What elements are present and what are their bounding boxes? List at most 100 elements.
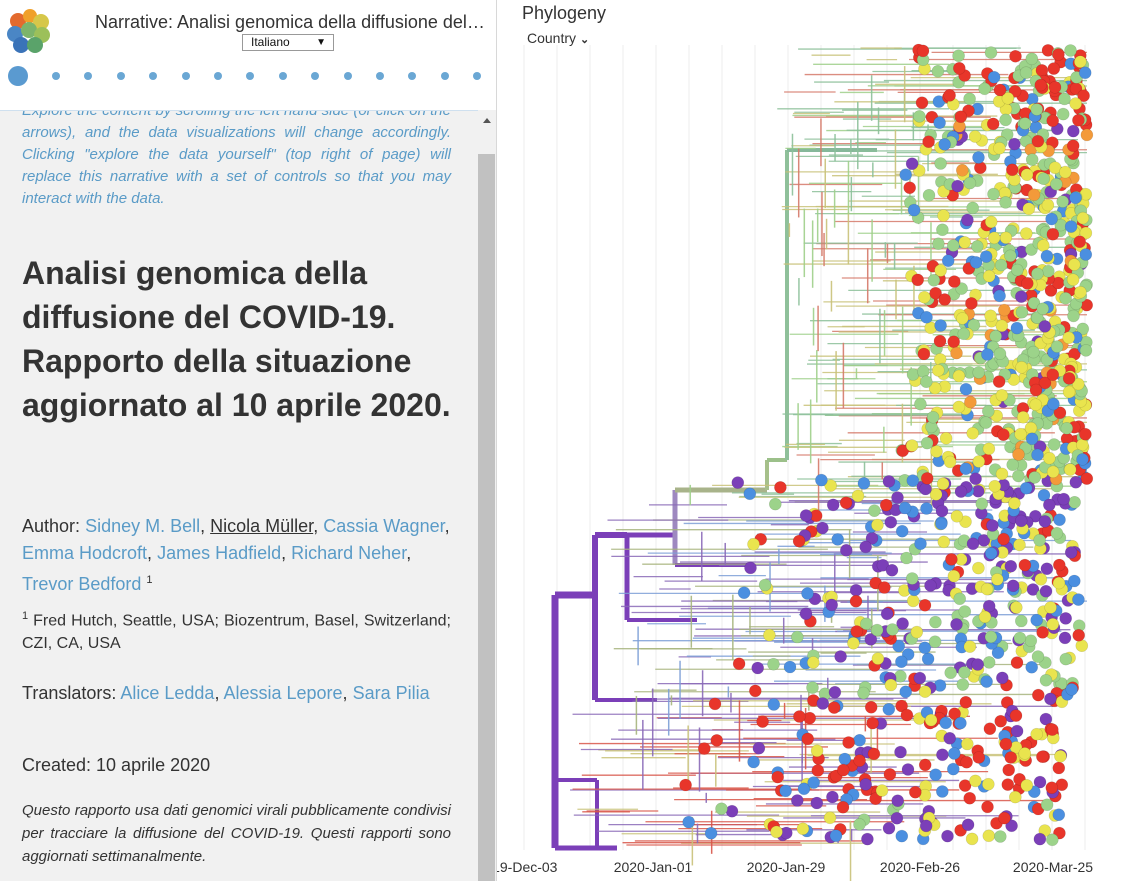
tip-node[interactable] [1067,258,1081,271]
tip-node[interactable] [1059,612,1073,625]
tip-node[interactable] [1013,631,1027,645]
tip-node[interactable] [790,630,804,644]
tip-node[interactable] [907,203,921,217]
narrative-step-dot[interactable] [408,72,417,80]
tip-node[interactable] [919,375,933,389]
tip-node[interactable] [1027,188,1041,202]
tip-node[interactable] [960,755,973,769]
tip-node[interactable] [886,623,899,636]
author-link[interactable]: Nicola Müller [210,516,314,536]
tip-node[interactable] [958,605,972,618]
tip-node[interactable] [792,534,806,548]
tip-node[interactable] [987,70,1001,84]
tip-node[interactable] [1058,165,1072,179]
tip-node[interactable] [1038,320,1052,333]
tip-node[interactable] [894,745,907,759]
tip-node[interactable] [1069,475,1083,489]
phylogeny-tree[interactable]: 2019-Dec-03 2020-Jan-01 2020-Jan-29 2020-Fe… [497,0,1131,881]
tip-node[interactable] [885,563,899,577]
translator-link[interactable]: Alessia Lepore [223,683,343,703]
tip-node[interactable] [963,791,977,805]
tip-node[interactable] [918,641,932,655]
narrative-step-dot[interactable] [473,72,482,80]
tip-node[interactable] [969,472,982,486]
tip-node[interactable] [861,832,874,846]
tip-node[interactable] [866,716,879,730]
tip-node[interactable] [892,639,906,653]
tip-node[interactable] [1028,471,1042,484]
tip-node[interactable] [1036,750,1049,764]
tip-node[interactable] [997,532,1010,546]
tip-node[interactable] [982,599,996,613]
tip-node[interactable] [790,794,804,807]
tip-node[interactable] [771,770,785,784]
tip-node[interactable] [958,779,972,792]
tip-node[interactable] [1029,509,1042,523]
tip-node[interactable] [1027,296,1041,310]
tip-node[interactable] [1009,49,1022,63]
tip-node[interactable] [997,428,1010,442]
tip-node[interactable] [853,754,866,767]
tip-node[interactable] [1046,465,1060,479]
tip-node[interactable] [978,610,992,624]
tip-node[interactable] [905,157,919,170]
narrative-step-dot[interactable] [278,72,287,80]
tip-node[interactable] [982,442,996,456]
tip-node[interactable] [1030,613,1044,627]
tip-node[interactable] [867,747,881,761]
tip-node[interactable] [934,319,947,332]
tip-node[interactable] [857,477,871,490]
tip-node[interactable] [1010,263,1024,277]
tip-node[interactable] [920,502,933,515]
tip-node[interactable] [839,543,853,557]
tip-node[interactable] [807,776,821,789]
tip-node[interactable] [1025,432,1039,446]
tip-node[interactable] [1010,724,1024,738]
color-by-dropdown[interactable]: Country ⌄ [527,30,589,46]
tip-node[interactable] [1033,775,1047,789]
tip-node[interactable] [838,752,852,766]
tip-node[interactable] [767,657,780,671]
tip-node[interactable] [890,811,904,825]
tip-node[interactable] [1072,628,1086,642]
tip-node[interactable] [1041,198,1055,212]
tip-node[interactable] [834,650,847,663]
tip-node[interactable] [929,768,942,782]
tip-node[interactable] [961,818,975,832]
tip-node[interactable] [859,540,873,554]
tip-node[interactable] [975,497,989,511]
tip-node[interactable] [803,711,817,725]
tip-node[interactable] [1063,463,1077,476]
tip-node[interactable] [1004,559,1018,573]
tip-node[interactable] [880,607,894,621]
tip-node[interactable] [914,397,927,411]
tip-node[interactable] [918,598,932,612]
tip-node[interactable] [883,768,897,781]
tip-node[interactable] [708,697,722,711]
tip-node[interactable] [816,697,830,710]
tip-node[interactable] [992,375,1006,388]
tip-node[interactable] [783,660,797,674]
tip-node[interactable] [823,811,837,825]
tip-node[interactable] [1050,340,1064,353]
tip-node[interactable] [896,617,909,630]
tip-node[interactable] [1018,117,1032,130]
tip-node[interactable] [980,582,994,596]
tip-node[interactable] [999,113,1012,127]
tip-node[interactable] [799,509,813,522]
tip-node[interactable] [1067,574,1081,588]
tip-node[interactable] [864,633,878,646]
tip-node[interactable] [950,618,963,631]
author-link[interactable]: Richard Neher [291,543,407,563]
tip-node[interactable] [1053,406,1067,420]
tip-node[interactable] [797,782,811,796]
tip-node[interactable] [1036,626,1049,639]
tip-node[interactable] [1014,614,1028,628]
tip-node[interactable] [1040,562,1054,576]
tip-node[interactable] [1071,377,1085,391]
tip-node[interactable] [943,455,957,469]
tip-node[interactable] [1060,421,1074,435]
tip-node[interactable] [954,110,968,123]
tip-node[interactable] [1012,469,1025,483]
tip-node[interactable] [806,656,820,669]
